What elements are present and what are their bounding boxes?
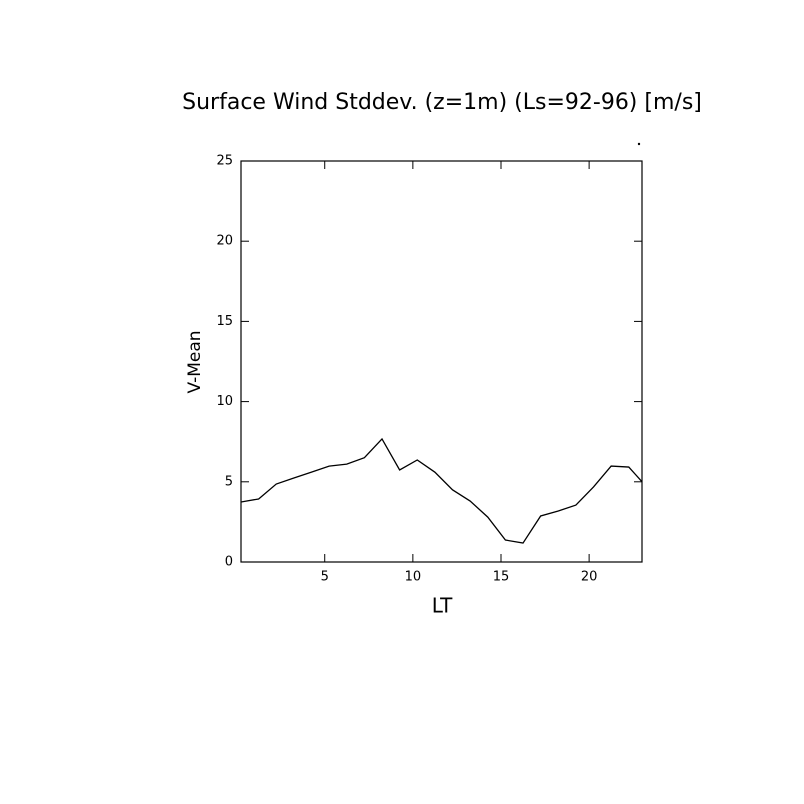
y-axis-label: V-Mean [185,330,205,393]
y-tick-label: 15 [216,314,233,329]
chart-title: Surface Wind Stddev. (z=1m) (Ls=92-96) [… [182,90,702,115]
x-axis-label: LT [432,594,453,618]
data-line [241,437,642,544]
plot-frame [240,160,643,563]
x-tick-label: 5 [321,570,329,585]
y-tick-label: 10 [216,394,233,409]
y-tick-label: 25 [216,154,233,169]
dot [637,142,641,146]
y-tick-label: 20 [216,234,233,249]
x-tick-label: 10 [405,570,422,585]
y-tick-label: 0 [225,555,233,570]
x-tick-label: 20 [581,570,598,585]
x-tick-label: 15 [493,570,510,585]
y-tick-label: 5 [225,474,233,489]
